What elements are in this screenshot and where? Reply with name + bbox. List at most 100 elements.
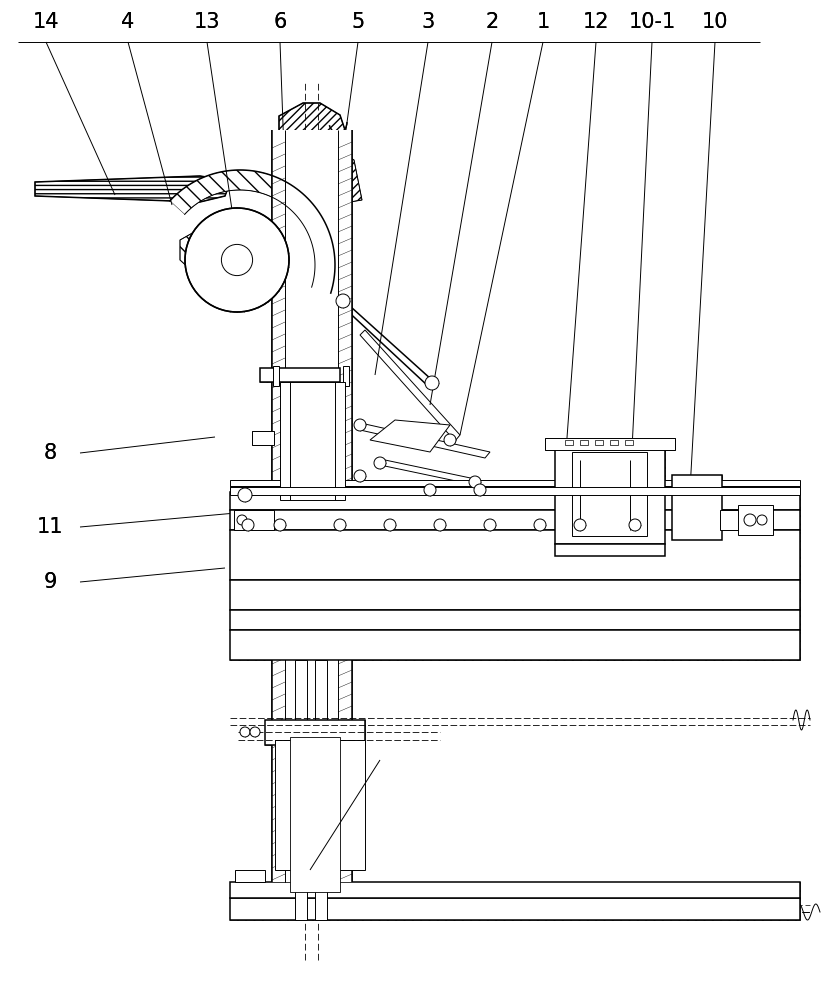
Bar (230, 530, 800, 580)
Polygon shape (170, 170, 335, 293)
Text: 10-1: 10-1 (628, 12, 676, 32)
Text: 2: 2 (485, 12, 499, 32)
Circle shape (250, 727, 260, 737)
Text: 10: 10 (701, 12, 728, 32)
Circle shape (274, 519, 286, 531)
Text: 1: 1 (536, 12, 549, 32)
Bar (230, 580, 800, 610)
Text: 4: 4 (121, 12, 135, 32)
Bar (230, 480, 800, 486)
Text: 2: 2 (485, 12, 499, 32)
Bar (738, 505, 773, 535)
Text: 5: 5 (352, 12, 365, 32)
Circle shape (354, 470, 366, 482)
Bar (580, 440, 588, 445)
Bar (545, 438, 675, 450)
Polygon shape (279, 103, 345, 148)
Bar (290, 737, 340, 892)
Circle shape (757, 515, 767, 525)
Bar (580, 460, 638, 530)
Circle shape (434, 519, 446, 531)
Text: 10: 10 (701, 12, 728, 32)
Circle shape (574, 519, 586, 531)
Text: 10-1: 10-1 (628, 12, 676, 32)
Bar (280, 382, 345, 500)
Polygon shape (180, 208, 290, 312)
Bar (572, 452, 647, 536)
Bar (315, 660, 327, 920)
Bar (230, 510, 800, 530)
Bar (555, 544, 665, 556)
Text: 14: 14 (32, 12, 59, 32)
Circle shape (629, 519, 641, 531)
Bar (625, 440, 633, 445)
Circle shape (237, 515, 247, 525)
Text: 6: 6 (273, 12, 287, 32)
Bar (565, 440, 573, 445)
Circle shape (384, 519, 396, 531)
Circle shape (334, 519, 346, 531)
Text: 13: 13 (194, 12, 220, 32)
Polygon shape (380, 460, 480, 485)
Bar (230, 492, 800, 510)
Polygon shape (360, 330, 460, 441)
Bar (295, 660, 307, 920)
Bar (672, 475, 722, 540)
Bar (555, 444, 665, 544)
Text: 3: 3 (421, 12, 435, 32)
Text: 9: 9 (43, 572, 57, 592)
Bar (275, 740, 365, 870)
Circle shape (221, 244, 253, 276)
Bar (720, 510, 740, 530)
Polygon shape (360, 424, 490, 458)
Bar (230, 530, 800, 580)
Bar (272, 130, 352, 882)
Circle shape (240, 727, 250, 737)
Polygon shape (35, 176, 228, 202)
Text: 1: 1 (536, 12, 549, 32)
Bar (260, 368, 340, 382)
Text: 14: 14 (32, 12, 59, 32)
Circle shape (336, 294, 350, 308)
Bar (230, 580, 800, 610)
Circle shape (484, 519, 496, 531)
Bar (265, 720, 365, 745)
Circle shape (185, 208, 289, 312)
Bar (343, 366, 349, 386)
Text: 9: 9 (43, 572, 57, 592)
Bar (230, 486, 800, 492)
Bar (230, 610, 800, 630)
Circle shape (534, 519, 546, 531)
Text: 12: 12 (583, 12, 609, 32)
Text: 3: 3 (421, 12, 435, 32)
Bar (230, 492, 800, 510)
Bar (555, 544, 665, 556)
Circle shape (744, 514, 756, 526)
Bar (672, 475, 722, 540)
Bar (545, 438, 675, 450)
Circle shape (374, 457, 386, 469)
Text: 13: 13 (194, 12, 220, 32)
Bar (260, 368, 340, 382)
Bar (230, 898, 800, 920)
Text: 6: 6 (273, 12, 287, 32)
Text: 12: 12 (583, 12, 609, 32)
Bar (230, 630, 800, 660)
Bar (610, 440, 618, 445)
Circle shape (469, 476, 481, 488)
Circle shape (424, 484, 436, 496)
Text: 8: 8 (43, 443, 57, 463)
Text: 8: 8 (43, 443, 57, 463)
Circle shape (444, 434, 456, 446)
Bar (234, 510, 274, 530)
Polygon shape (341, 298, 432, 386)
Bar (555, 444, 665, 544)
Circle shape (354, 419, 366, 431)
Bar (230, 630, 800, 660)
Bar (595, 440, 603, 445)
Circle shape (425, 376, 439, 390)
Bar (230, 510, 800, 530)
Bar (230, 610, 800, 630)
Polygon shape (330, 150, 362, 202)
Bar (230, 487, 800, 495)
